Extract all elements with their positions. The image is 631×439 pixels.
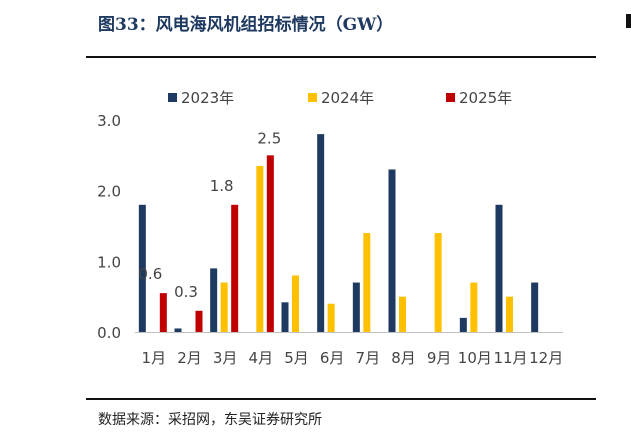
bar xyxy=(506,296,513,332)
chart-legend: 2023年 2024年 2025年 xyxy=(168,89,512,107)
y-axis: 0.0 1.0 2.0 3.0 xyxy=(97,112,121,342)
legend-label: 2024年 xyxy=(321,89,374,107)
x-tick-label: 1月 xyxy=(142,349,167,367)
bars xyxy=(138,134,539,332)
bar xyxy=(434,233,442,332)
x-axis: 1月 2月 3月 4月 5月 6月 7月 8月 9月 10月 11月 12月 xyxy=(135,332,563,367)
bar xyxy=(292,275,299,332)
adjacent-figure-edge xyxy=(626,14,631,28)
x-tick-label: 11月 xyxy=(493,349,527,367)
x-tick-label: 6月 xyxy=(320,349,345,367)
bar xyxy=(327,303,335,332)
legend-swatch xyxy=(308,93,317,102)
x-tick-label: 9月 xyxy=(427,349,452,367)
x-tick-label: 8月 xyxy=(391,349,416,367)
bar xyxy=(352,282,360,332)
x-tick-label: 4月 xyxy=(249,349,274,367)
data-label: 2.5 xyxy=(257,129,281,147)
bar-chart: 2023年 2024年 2025年 0.0 1.0 2.0 3.0 0.6 0.3 1.8 2.… xyxy=(97,89,563,367)
legend-swatch xyxy=(168,93,177,102)
bar xyxy=(159,293,167,332)
x-tick-label: 7月 xyxy=(356,349,381,367)
bar xyxy=(138,204,146,332)
top-rule xyxy=(86,56,596,58)
source-note: 数据来源：采招网，东吴证券研究所 xyxy=(98,412,322,428)
x-tick-label: 12月 xyxy=(529,349,563,367)
chart-title: 图33：风电海风机组招标情况（GW） xyxy=(98,15,394,35)
legend-label: 2025年 xyxy=(459,89,512,107)
data-label: 1.8 xyxy=(210,177,234,195)
bar xyxy=(174,328,182,332)
y-tick-label: 0.0 xyxy=(97,324,121,342)
bar xyxy=(399,296,406,332)
x-tick-label: 5月 xyxy=(284,349,309,367)
y-tick-label: 2.0 xyxy=(97,183,121,201)
x-tick-label: 2月 xyxy=(177,349,202,367)
legend-label: 2023年 xyxy=(181,89,234,107)
x-tick-label: 3月 xyxy=(213,349,238,367)
bottom-rule xyxy=(86,398,596,400)
bar xyxy=(220,282,228,332)
bar xyxy=(459,317,467,332)
data-labels: 0.6 0.3 1.8 2.5 xyxy=(138,129,281,300)
bar xyxy=(256,165,264,332)
bar xyxy=(266,155,274,332)
bar xyxy=(388,169,396,332)
bar xyxy=(210,268,218,332)
bar xyxy=(470,282,478,332)
legend-swatch xyxy=(446,93,455,102)
bar xyxy=(317,134,325,332)
data-label: 0.6 xyxy=(138,265,162,283)
bar xyxy=(363,233,371,332)
bar xyxy=(231,204,239,332)
x-tick-label: 10月 xyxy=(458,349,492,367)
y-tick-label: 3.0 xyxy=(97,112,121,130)
bar xyxy=(495,204,503,332)
bar xyxy=(281,302,289,332)
y-tick-label: 1.0 xyxy=(97,253,121,271)
bar xyxy=(195,310,203,332)
bar xyxy=(531,282,539,332)
data-label: 0.3 xyxy=(174,283,198,301)
